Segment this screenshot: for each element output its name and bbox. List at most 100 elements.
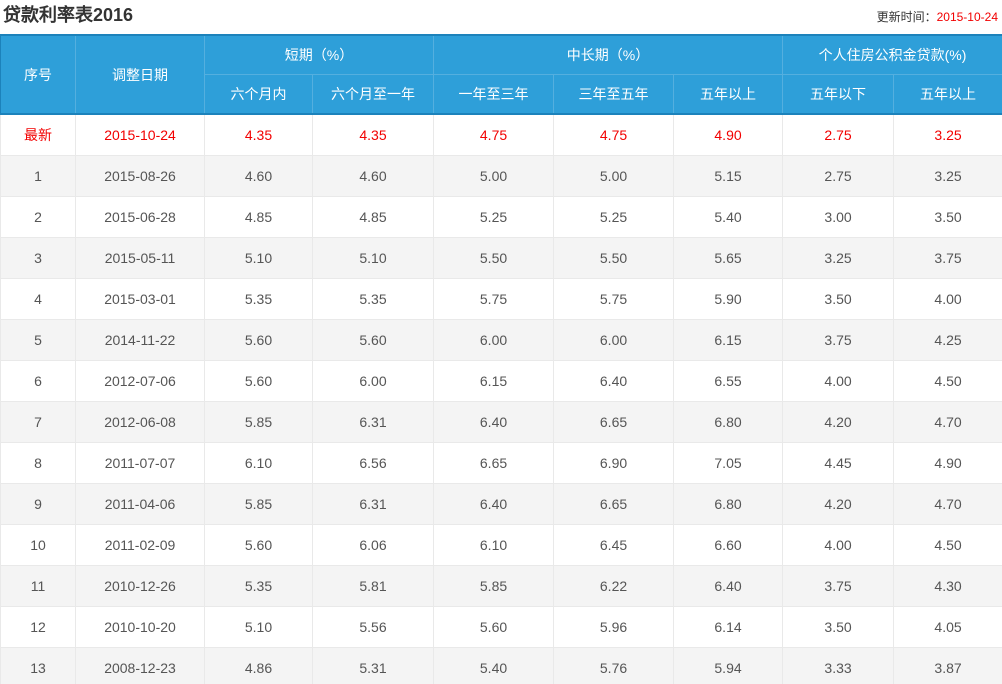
cell-rate: 4.20 [782, 400, 895, 443]
cell-rate: 5.60 [204, 523, 313, 566]
cell-seq: 4 [0, 277, 76, 320]
rate-table-header: 序号 调整日期 短期（%） 中长期（%） 个人住房公积金贷款(%) 六个月内 六… [0, 34, 1002, 115]
cell-rate: 5.60 [311, 318, 435, 361]
cell-rate: 5.65 [673, 236, 784, 279]
cell-rate: 5.85 [204, 482, 313, 525]
cell-rate: 6.31 [311, 400, 435, 443]
cell-rate: 4.05 [893, 605, 1002, 648]
cell-seq: 13 [0, 646, 76, 684]
cell-rate: 3.75 [782, 318, 895, 361]
cell-rate: 3.25 [893, 113, 1002, 156]
table-row: 3 2015-05-11 5.10 5.10 5.50 5.50 5.65 3.25 3.75 [0, 236, 1002, 279]
table-row: 6 2012-07-06 5.60 6.00 6.15 6.40 6.55 4.00 4.50 [0, 359, 1002, 402]
cell-rate: 5.25 [433, 195, 555, 238]
cell-rate: 5.75 [433, 277, 555, 320]
cell-date: 2010-12-26 [75, 564, 205, 607]
cell-rate: 5.40 [433, 646, 555, 684]
cell-rate: 6.40 [553, 359, 675, 402]
cell-rate: 4.85 [311, 195, 435, 238]
cell-rate: 5.35 [311, 277, 435, 320]
cell-date: 2012-06-08 [75, 400, 205, 443]
cell-rate: 6.22 [553, 564, 675, 607]
cell-rate: 4.00 [893, 277, 1002, 320]
cell-rate: 3.87 [893, 646, 1002, 684]
cell-rate: 3.50 [893, 195, 1002, 238]
cell-rate: 5.15 [673, 154, 784, 197]
table-row: 12 2010-10-20 5.10 5.56 5.60 5.96 6.14 3.50 4.05 [0, 605, 1002, 648]
cell-rate: 4.70 [893, 400, 1002, 443]
cell-rate: 4.35 [204, 113, 313, 156]
cell-rate: 6.80 [673, 482, 784, 525]
cell-date: 2015-06-28 [75, 195, 205, 238]
cell-rate: 6.40 [673, 564, 784, 607]
rate-table: 序号 调整日期 短期（%） 中长期（%） 个人住房公积金贷款(%) 六个月内 六… [0, 34, 1002, 684]
cell-rate: 5.40 [673, 195, 784, 238]
header-fund-under-5-years: 五年以下 [782, 73, 895, 115]
cell-rate: 4.20 [782, 482, 895, 525]
cell-rate: 5.85 [204, 400, 313, 443]
cell-seq: 11 [0, 564, 76, 607]
cell-rate: 5.60 [433, 605, 555, 648]
cell-rate: 5.94 [673, 646, 784, 684]
cell-seq: 最新 [0, 113, 76, 156]
cell-rate: 4.50 [893, 359, 1002, 402]
header-6-months-to-1-year: 六个月至一年 [311, 73, 435, 115]
cell-rate: 6.65 [433, 441, 555, 484]
cell-seq: 3 [0, 236, 76, 279]
cell-rate: 4.25 [893, 318, 1002, 361]
cell-rate: 4.30 [893, 564, 1002, 607]
cell-rate: 5.35 [204, 564, 313, 607]
cell-rate: 6.00 [553, 318, 675, 361]
header-over-5-years: 五年以上 [673, 73, 784, 115]
cell-rate: 5.50 [553, 236, 675, 279]
cell-seq: 7 [0, 400, 76, 443]
cell-rate: 4.85 [204, 195, 313, 238]
update-time-date: 2015-10-24 [936, 10, 998, 24]
cell-rate: 4.90 [893, 441, 1002, 484]
table-row: 1 2015-08-26 4.60 4.60 5.00 5.00 5.15 2.75 3.25 [0, 154, 1002, 197]
cell-rate: 5.00 [433, 154, 555, 197]
cell-rate: 4.00 [782, 523, 895, 566]
cell-rate: 5.10 [204, 236, 313, 279]
cell-rate: 6.14 [673, 605, 784, 648]
cell-rate: 6.00 [433, 318, 555, 361]
cell-date: 2015-03-01 [75, 277, 205, 320]
header-1-to-3-years: 一年至三年 [433, 73, 555, 115]
table-row: 4 2015-03-01 5.35 5.35 5.75 5.75 5.90 3.50 4.00 [0, 277, 1002, 320]
cell-seq: 9 [0, 482, 76, 525]
cell-rate: 6.00 [311, 359, 435, 402]
table-row: 10 2011-02-09 5.60 6.06 6.10 6.45 6.60 4.00 4.50 [0, 523, 1002, 566]
cell-seq: 5 [0, 318, 76, 361]
cell-rate: 5.35 [204, 277, 313, 320]
cell-rate: 5.90 [673, 277, 784, 320]
cell-rate: 6.45 [553, 523, 675, 566]
cell-rate: 6.40 [433, 482, 555, 525]
cell-seq: 12 [0, 605, 76, 648]
cell-rate: 5.56 [311, 605, 435, 648]
table-row: 最新 2015-10-24 4.35 4.35 4.75 4.75 4.90 2.75 3.25 [0, 113, 1002, 156]
cell-rate: 5.76 [553, 646, 675, 684]
cell-rate: 5.96 [553, 605, 675, 648]
cell-rate: 5.25 [553, 195, 675, 238]
cell-seq: 1 [0, 154, 76, 197]
update-time: 更新时间：2015-10-24 [877, 3, 998, 24]
table-row: 8 2011-07-07 6.10 6.56 6.65 6.90 7.05 4.45 4.90 [0, 441, 1002, 484]
cell-date: 2015-05-11 [75, 236, 205, 279]
header-within-6-months: 六个月内 [204, 73, 313, 115]
cell-rate: 6.55 [673, 359, 784, 402]
cell-rate: 6.90 [553, 441, 675, 484]
table-row: 13 2008-12-23 4.86 5.31 5.40 5.76 5.94 3.33 3.87 [0, 646, 1002, 684]
cell-date: 2015-08-26 [75, 154, 205, 197]
table-row: 2 2015-06-28 4.85 4.85 5.25 5.25 5.40 3.00 3.50 [0, 195, 1002, 238]
cell-rate: 7.05 [673, 441, 784, 484]
cell-rate: 4.90 [673, 113, 784, 156]
cell-rate: 4.86 [204, 646, 313, 684]
cell-date: 2010-10-20 [75, 605, 205, 648]
header-3-to-5-years: 三年至五年 [553, 73, 675, 115]
table-row: 7 2012-06-08 5.85 6.31 6.40 6.65 6.80 4.20 4.70 [0, 400, 1002, 443]
cell-rate: 3.50 [782, 277, 895, 320]
cell-rate: 6.06 [311, 523, 435, 566]
cell-rate: 4.50 [893, 523, 1002, 566]
cell-rate: 5.60 [204, 318, 313, 361]
cell-rate: 3.75 [782, 564, 895, 607]
